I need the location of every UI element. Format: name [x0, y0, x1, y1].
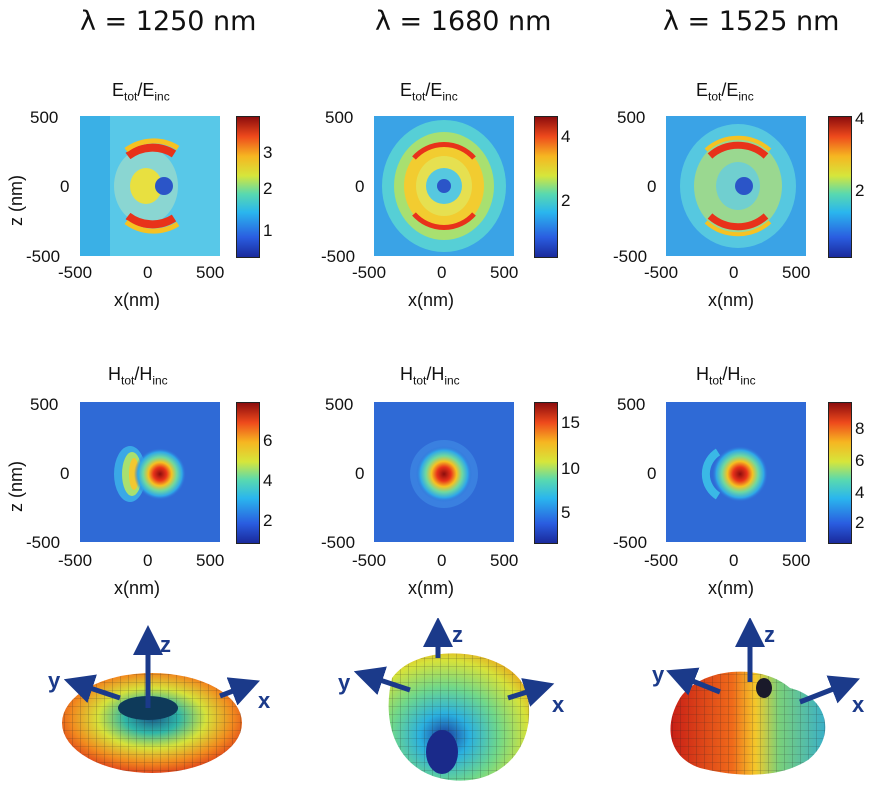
e-cbar-tick: 1 — [263, 221, 273, 240]
e-field-title-2: Etot/Einc — [400, 80, 458, 104]
axis-label-x: x — [258, 688, 271, 713]
e-colorbar-3 — [828, 116, 852, 258]
y-tick: 0 — [647, 177, 657, 196]
h-cbar-tick: 6 — [855, 451, 865, 470]
y-tick: 0 — [60, 464, 70, 483]
x-tick: 0 — [729, 551, 739, 570]
axis-label-y: y — [338, 670, 351, 695]
y-tick: -500 — [613, 247, 648, 266]
axis-label-z: z — [160, 632, 171, 657]
axis-label-y: y — [652, 662, 665, 687]
wavelength-header-2: λ = 1680 nm — [375, 6, 552, 37]
y-tick: 500 — [325, 395, 354, 414]
radiation-pattern-3 — [666, 618, 860, 775]
x-tick: 0 — [143, 263, 153, 282]
x-axis-label: x(nm) — [114, 578, 160, 598]
x-tick: 0 — [143, 551, 153, 570]
e-field-title-3: Etot/Einc — [696, 80, 754, 104]
y-tick: 0 — [355, 464, 365, 483]
x-tick: 0 — [437, 263, 447, 282]
y-tick: -500 — [613, 533, 648, 552]
x-tick: -500 — [58, 551, 93, 570]
e-field-map-1 — [80, 116, 220, 256]
e-cbar-tick: 4 — [855, 109, 865, 128]
x-tick: 500 — [196, 263, 225, 282]
h-field-title-2: Htot/Hinc — [400, 364, 460, 388]
x-tick: 500 — [782, 551, 811, 570]
e-cbar-tick: 4 — [561, 127, 571, 146]
y-tick: -500 — [26, 533, 61, 552]
y-axis-label: z (nm) — [6, 175, 26, 226]
x-tick: -500 — [58, 263, 93, 282]
x-tick: 500 — [196, 551, 225, 570]
e-field-map-3 — [666, 116, 806, 256]
h-cbar-tick: 4 — [855, 483, 865, 502]
y-tick: 0 — [355, 177, 365, 196]
y-tick: -500 — [26, 247, 61, 266]
x-tick: -500 — [644, 551, 679, 570]
e-field-title-1: Etot/Einc — [112, 80, 170, 104]
y-tick: 500 — [325, 108, 354, 127]
axis-label-x: x — [552, 692, 565, 717]
radiation-patterns — [62, 618, 860, 781]
x-tick: 500 — [490, 551, 519, 570]
x-tick: 0 — [729, 263, 739, 282]
radiation-pattern-1 — [62, 625, 261, 773]
x-tick: 0 — [437, 551, 447, 570]
axis-label-z: z — [764, 622, 775, 647]
e-field-map-2 — [374, 116, 514, 256]
y-tick: -500 — [321, 247, 356, 266]
h-field-title-3: Htot/Hinc — [696, 364, 756, 388]
y-tick: 500 — [30, 108, 59, 127]
e-cbar-tick: 3 — [263, 143, 273, 162]
e-colorbar-1 — [236, 116, 260, 258]
wavelength-header-1: λ = 1250 nm — [80, 6, 257, 37]
h-cbar-tick: 2 — [855, 513, 865, 532]
x-tick: -500 — [352, 263, 387, 282]
e-cbar-tick: 2 — [561, 191, 571, 210]
y-tick: 500 — [617, 108, 646, 127]
h-colorbar-1 — [236, 402, 260, 544]
h-cbar-tick: 8 — [855, 419, 865, 438]
wavelength-header-3: λ = 1525 nm — [663, 6, 840, 37]
y-tick: 0 — [647, 464, 657, 483]
axis-label-y: y — [48, 668, 61, 693]
h-field-title-1: Htot/Hinc — [108, 364, 168, 388]
x-tick: 500 — [490, 263, 519, 282]
radiation-pattern-2 — [353, 618, 555, 781]
h-colorbar-2 — [534, 402, 558, 544]
e-cbar-tick: 2 — [855, 181, 865, 200]
x-axis-label: x(nm) — [408, 578, 454, 598]
x-axis-label: x(nm) — [408, 290, 454, 310]
y-tick: -500 — [321, 533, 356, 552]
h-field-map-2 — [374, 402, 514, 542]
h-field-map-1 — [80, 402, 220, 542]
x-tick: -500 — [352, 551, 387, 570]
h-cbar-tick: 6 — [263, 431, 273, 450]
h-cbar-tick: 5 — [561, 503, 571, 522]
y-tick: 500 — [30, 395, 59, 414]
h-field-map-3 — [666, 402, 806, 542]
y-tick: 0 — [60, 177, 70, 196]
h-colorbar-3 — [828, 402, 852, 544]
e-colorbar-2 — [534, 116, 558, 258]
h-cbar-tick: 15 — [561, 413, 580, 432]
h-cbar-tick: 4 — [263, 471, 273, 490]
x-axis-label: x(nm) — [708, 290, 754, 310]
axis-label-x: x — [852, 692, 865, 717]
x-axis-label: x(nm) — [708, 578, 754, 598]
h-cbar-tick: 10 — [561, 459, 580, 478]
e-cbar-tick: 2 — [263, 179, 273, 198]
x-axis-label: x(nm) — [114, 290, 160, 310]
x-tick: 500 — [782, 263, 811, 282]
h-cbar-tick: 2 — [263, 511, 273, 530]
y-tick: 500 — [617, 395, 646, 414]
axis-label-z: z — [452, 622, 463, 647]
y-axis-label: z (nm) — [6, 461, 26, 512]
x-tick: -500 — [644, 263, 679, 282]
